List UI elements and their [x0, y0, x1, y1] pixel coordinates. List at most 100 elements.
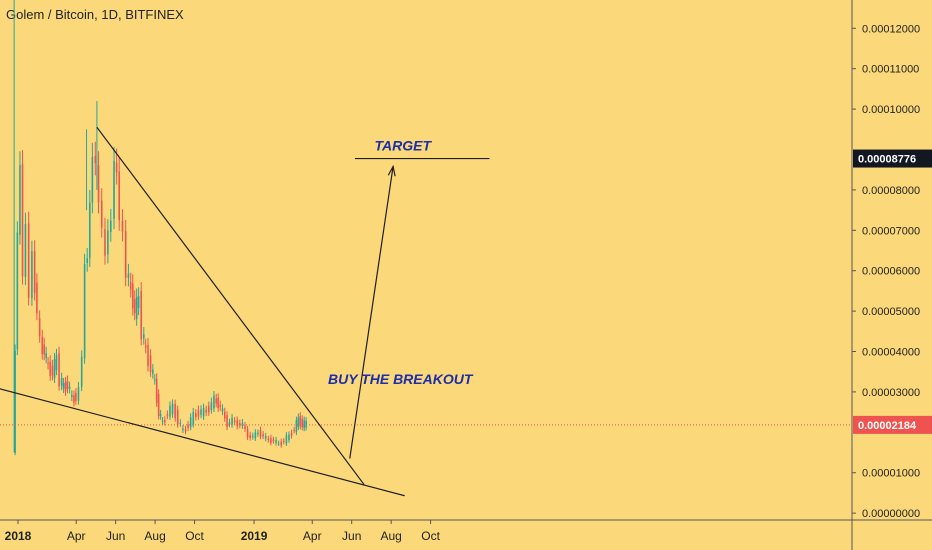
breakout-arrow-head [387, 164, 396, 177]
target-price-label-bg [853, 149, 932, 168]
candle-body [189, 417, 192, 428]
candle-body [80, 356, 83, 387]
candle-body [231, 417, 233, 425]
candle-body [97, 165, 100, 203]
x-tick-label: Apr [303, 529, 322, 543]
y-tick-label: 0.00012000 [862, 23, 920, 35]
candle-body [88, 202, 91, 259]
candle-body [27, 223, 30, 298]
candle-body [285, 435, 288, 444]
candle-body [259, 430, 262, 437]
candle-body [60, 378, 63, 386]
x-tick-label: 2019 [241, 529, 268, 543]
candle-body [179, 422, 182, 424]
candle-body [121, 220, 124, 232]
candle-body [171, 403, 174, 415]
candle-body [236, 420, 239, 427]
candle-body [249, 434, 251, 438]
candle-body [49, 361, 51, 376]
y-tick-label: 0.00011000 [862, 64, 919, 76]
x-tick-label: Jun [342, 529, 361, 543]
candle-body [205, 409, 207, 413]
candle-body [107, 230, 109, 255]
candle-body [166, 414, 169, 416]
lower-support-line [0, 388, 405, 497]
candle-body [58, 353, 60, 387]
candle-body [200, 409, 202, 415]
candle-body [104, 229, 106, 256]
candle-body [77, 387, 80, 401]
candle-body [251, 435, 254, 438]
candle-body [282, 441, 285, 443]
candle-body [21, 164, 24, 277]
candle-body [164, 420, 166, 423]
candle-body [192, 411, 195, 425]
candle-body [118, 171, 121, 221]
candle-body [140, 291, 142, 340]
candle-body [267, 438, 270, 440]
y-tick-label: 0.00003000 [862, 387, 920, 399]
candle-body [62, 383, 65, 389]
candle-body [226, 415, 228, 428]
candle-body [262, 434, 264, 437]
candle-body [127, 273, 130, 279]
candle-body [184, 429, 187, 432]
candle-body [66, 380, 69, 389]
candle-body [195, 413, 197, 418]
candle-body [217, 397, 219, 409]
candle-body [301, 419, 304, 428]
y-tick-label: 0.00005000 [862, 306, 920, 318]
price-axis-bg [852, 0, 932, 550]
candle-body [280, 441, 283, 446]
candle-body [45, 353, 47, 358]
y-tick-label: 0.00004000 [862, 347, 920, 359]
candle-body [94, 155, 97, 164]
time-axis-bg [0, 520, 932, 550]
candle-body [64, 382, 67, 392]
candle-body [210, 402, 213, 411]
target-annotation: TARGET [375, 138, 433, 154]
candle-body [303, 420, 305, 429]
x-tick-label: Aug [380, 529, 401, 543]
y-tick-label: 0.00008000 [862, 185, 920, 197]
x-tick-label: 2018 [5, 529, 32, 543]
candle-body [290, 432, 293, 436]
candle-body [202, 407, 205, 417]
x-tick-label: Oct [421, 529, 440, 543]
candle-body [144, 345, 147, 348]
candle-body [124, 231, 127, 278]
candle-body [31, 251, 33, 299]
candle-body [16, 232, 19, 350]
candle-body [223, 411, 226, 419]
candle-body [187, 424, 189, 429]
candle-body [299, 416, 302, 427]
drawing-layer: TARGET BUY THE BREAKOUT [0, 126, 852, 497]
candle-body [272, 439, 275, 442]
current-price-label-bg [853, 415, 932, 434]
candle-body [147, 344, 149, 367]
candle-body [36, 282, 38, 314]
candle-body [110, 220, 112, 232]
candle-body [215, 398, 218, 404]
candle-body [241, 422, 244, 426]
candle-body [257, 432, 259, 435]
x-tick-label: Aug [144, 529, 165, 543]
x-tick-label: Jun [106, 529, 125, 543]
candle-body [113, 160, 115, 219]
candle-body [295, 420, 298, 433]
current-price-label: 0.00002184 [858, 420, 917, 432]
y-tick-label: 0.00000000 [862, 508, 920, 520]
candle-body [83, 263, 86, 359]
candle-body [213, 395, 215, 409]
buy-breakout-annotation: BUY THE BREAKOUT [328, 371, 474, 387]
price-series-layer [13, 0, 307, 456]
candle-body [91, 157, 94, 203]
y-tick-label: 0.00007000 [862, 225, 920, 237]
candle-body [43, 344, 45, 355]
candle-body [239, 423, 241, 426]
candle-body [219, 404, 222, 408]
candle-body [47, 363, 49, 365]
candle-body [86, 258, 88, 263]
